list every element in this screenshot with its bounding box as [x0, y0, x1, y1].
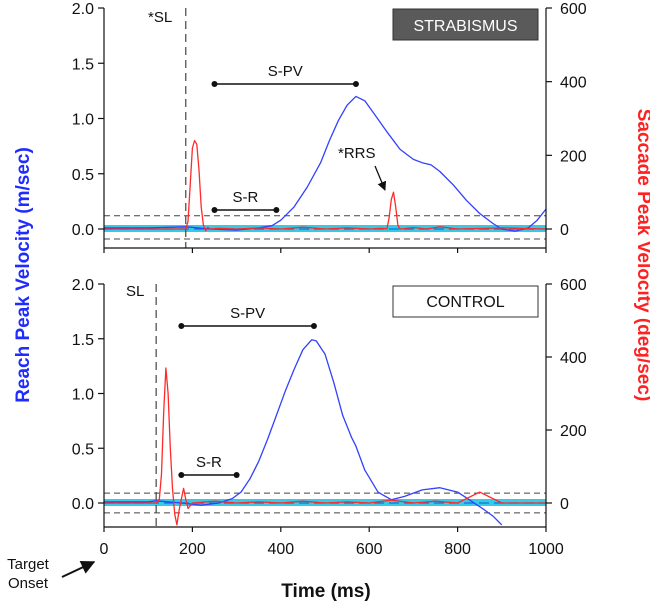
- left-tick-label-control: 2.0: [72, 277, 94, 294]
- interval-end-dot-s-r-strabismus: [273, 207, 280, 213]
- left-tick-label-control: 1.0: [72, 387, 94, 404]
- right-tick-label-control: 0: [560, 496, 569, 513]
- right-tick-label-control: 600: [560, 277, 587, 294]
- panel-control: CONTROL SL: [126, 283, 539, 318]
- plot-area-control: S-PV S-R 2.0 1.5 1.0 0.5 0.0 600 400 200 0 0 200 400 6…: [72, 277, 587, 558]
- annotation-rrs: *RRS: [338, 145, 376, 162]
- right-tick-label-strabismus: 400: [560, 75, 587, 92]
- left-tick-label-strabismus: 1.0: [72, 112, 94, 129]
- x-tick-label: 0: [100, 541, 109, 558]
- left-tick-label-control: 0.0: [72, 496, 94, 513]
- panel-strabismus: STRABISMUS *SL *RRS: [148, 8, 539, 191]
- saccade-velocity-line-strabismus: [104, 139, 547, 232]
- target-onset-label-line1: Target: [7, 556, 50, 573]
- right-tick-label-strabismus: 200: [560, 148, 587, 165]
- saccade-velocity-line-control: [104, 367, 546, 526]
- right-tick-label-strabismus: 600: [560, 1, 587, 18]
- right-tick-label-strabismus: 0: [560, 222, 569, 239]
- left-tick-label-control: 0.5: [72, 441, 94, 458]
- condition-box-control: [392, 285, 539, 318]
- x-tick-label: 200: [179, 541, 206, 558]
- annotation-rrs-arrow: [374, 165, 387, 191]
- saccade-latency-label-strabismus: *SL: [148, 9, 172, 26]
- right-axis-title: Saccade Peak Velocity (deg/sec): [633, 109, 650, 402]
- x-tick-label: 400: [267, 541, 294, 558]
- left-tick-label-control: 1.5: [72, 332, 94, 349]
- interval-label-s-r-control: S-R: [196, 454, 222, 471]
- interval-start-dot-s-pv-control: [178, 323, 185, 329]
- interval-end-dot-s-pv-control: [310, 323, 317, 329]
- interval-start-dot-s-pv-strabismus: [211, 81, 218, 87]
- interval-end-dot-s-r-control: [233, 472, 240, 478]
- interval-label-s-pv-control: S-PV: [230, 305, 265, 322]
- left-tick-label-strabismus: 0.0: [72, 222, 94, 239]
- condition-label-control: CONTROL: [426, 294, 504, 311]
- interval-start-dot-s-r-strabismus: [211, 207, 218, 213]
- x-tick-label: 800: [444, 541, 471, 558]
- left-tick-label-strabismus: 2.0: [72, 1, 94, 18]
- condition-label-strabismus: STRABISMUS: [413, 18, 517, 35]
- interval-start-dot-s-r-control: [178, 472, 185, 478]
- left-tick-label-strabismus: 0.5: [72, 167, 94, 184]
- reach-velocity-line-strabismus: [104, 95, 547, 232]
- right-tick-label-control: 200: [560, 423, 587, 440]
- left-tick-label-strabismus: 1.5: [72, 56, 94, 73]
- interval-end-dot-s-pv-strabismus: [352, 81, 359, 87]
- target-onset-label-line2: Onset: [8, 575, 49, 592]
- right-tick-label-control: 400: [560, 350, 587, 367]
- left-axis-title: Reach Peak Velocity (m/sec): [13, 147, 34, 403]
- x-tick-label: 1000: [528, 541, 564, 558]
- x-tick-label: 600: [356, 541, 383, 558]
- interval-label-s-r-strabismus: S-R: [233, 189, 259, 206]
- target-onset-arrow: [61, 561, 96, 578]
- condition-box-strabismus: [392, 8, 539, 41]
- reach-velocity-line-control: [104, 339, 503, 526]
- plot-area-strabismus: S-PV S-R 2.0 1.5 1.0 0.5 0.0 600 400 200 0: [72, 1, 587, 253]
- x-axis-title: Time (ms): [281, 581, 370, 602]
- interval-label-s-pv-strabismus: S-PV: [268, 63, 303, 80]
- saccade-latency-label-control: SL: [126, 283, 144, 300]
